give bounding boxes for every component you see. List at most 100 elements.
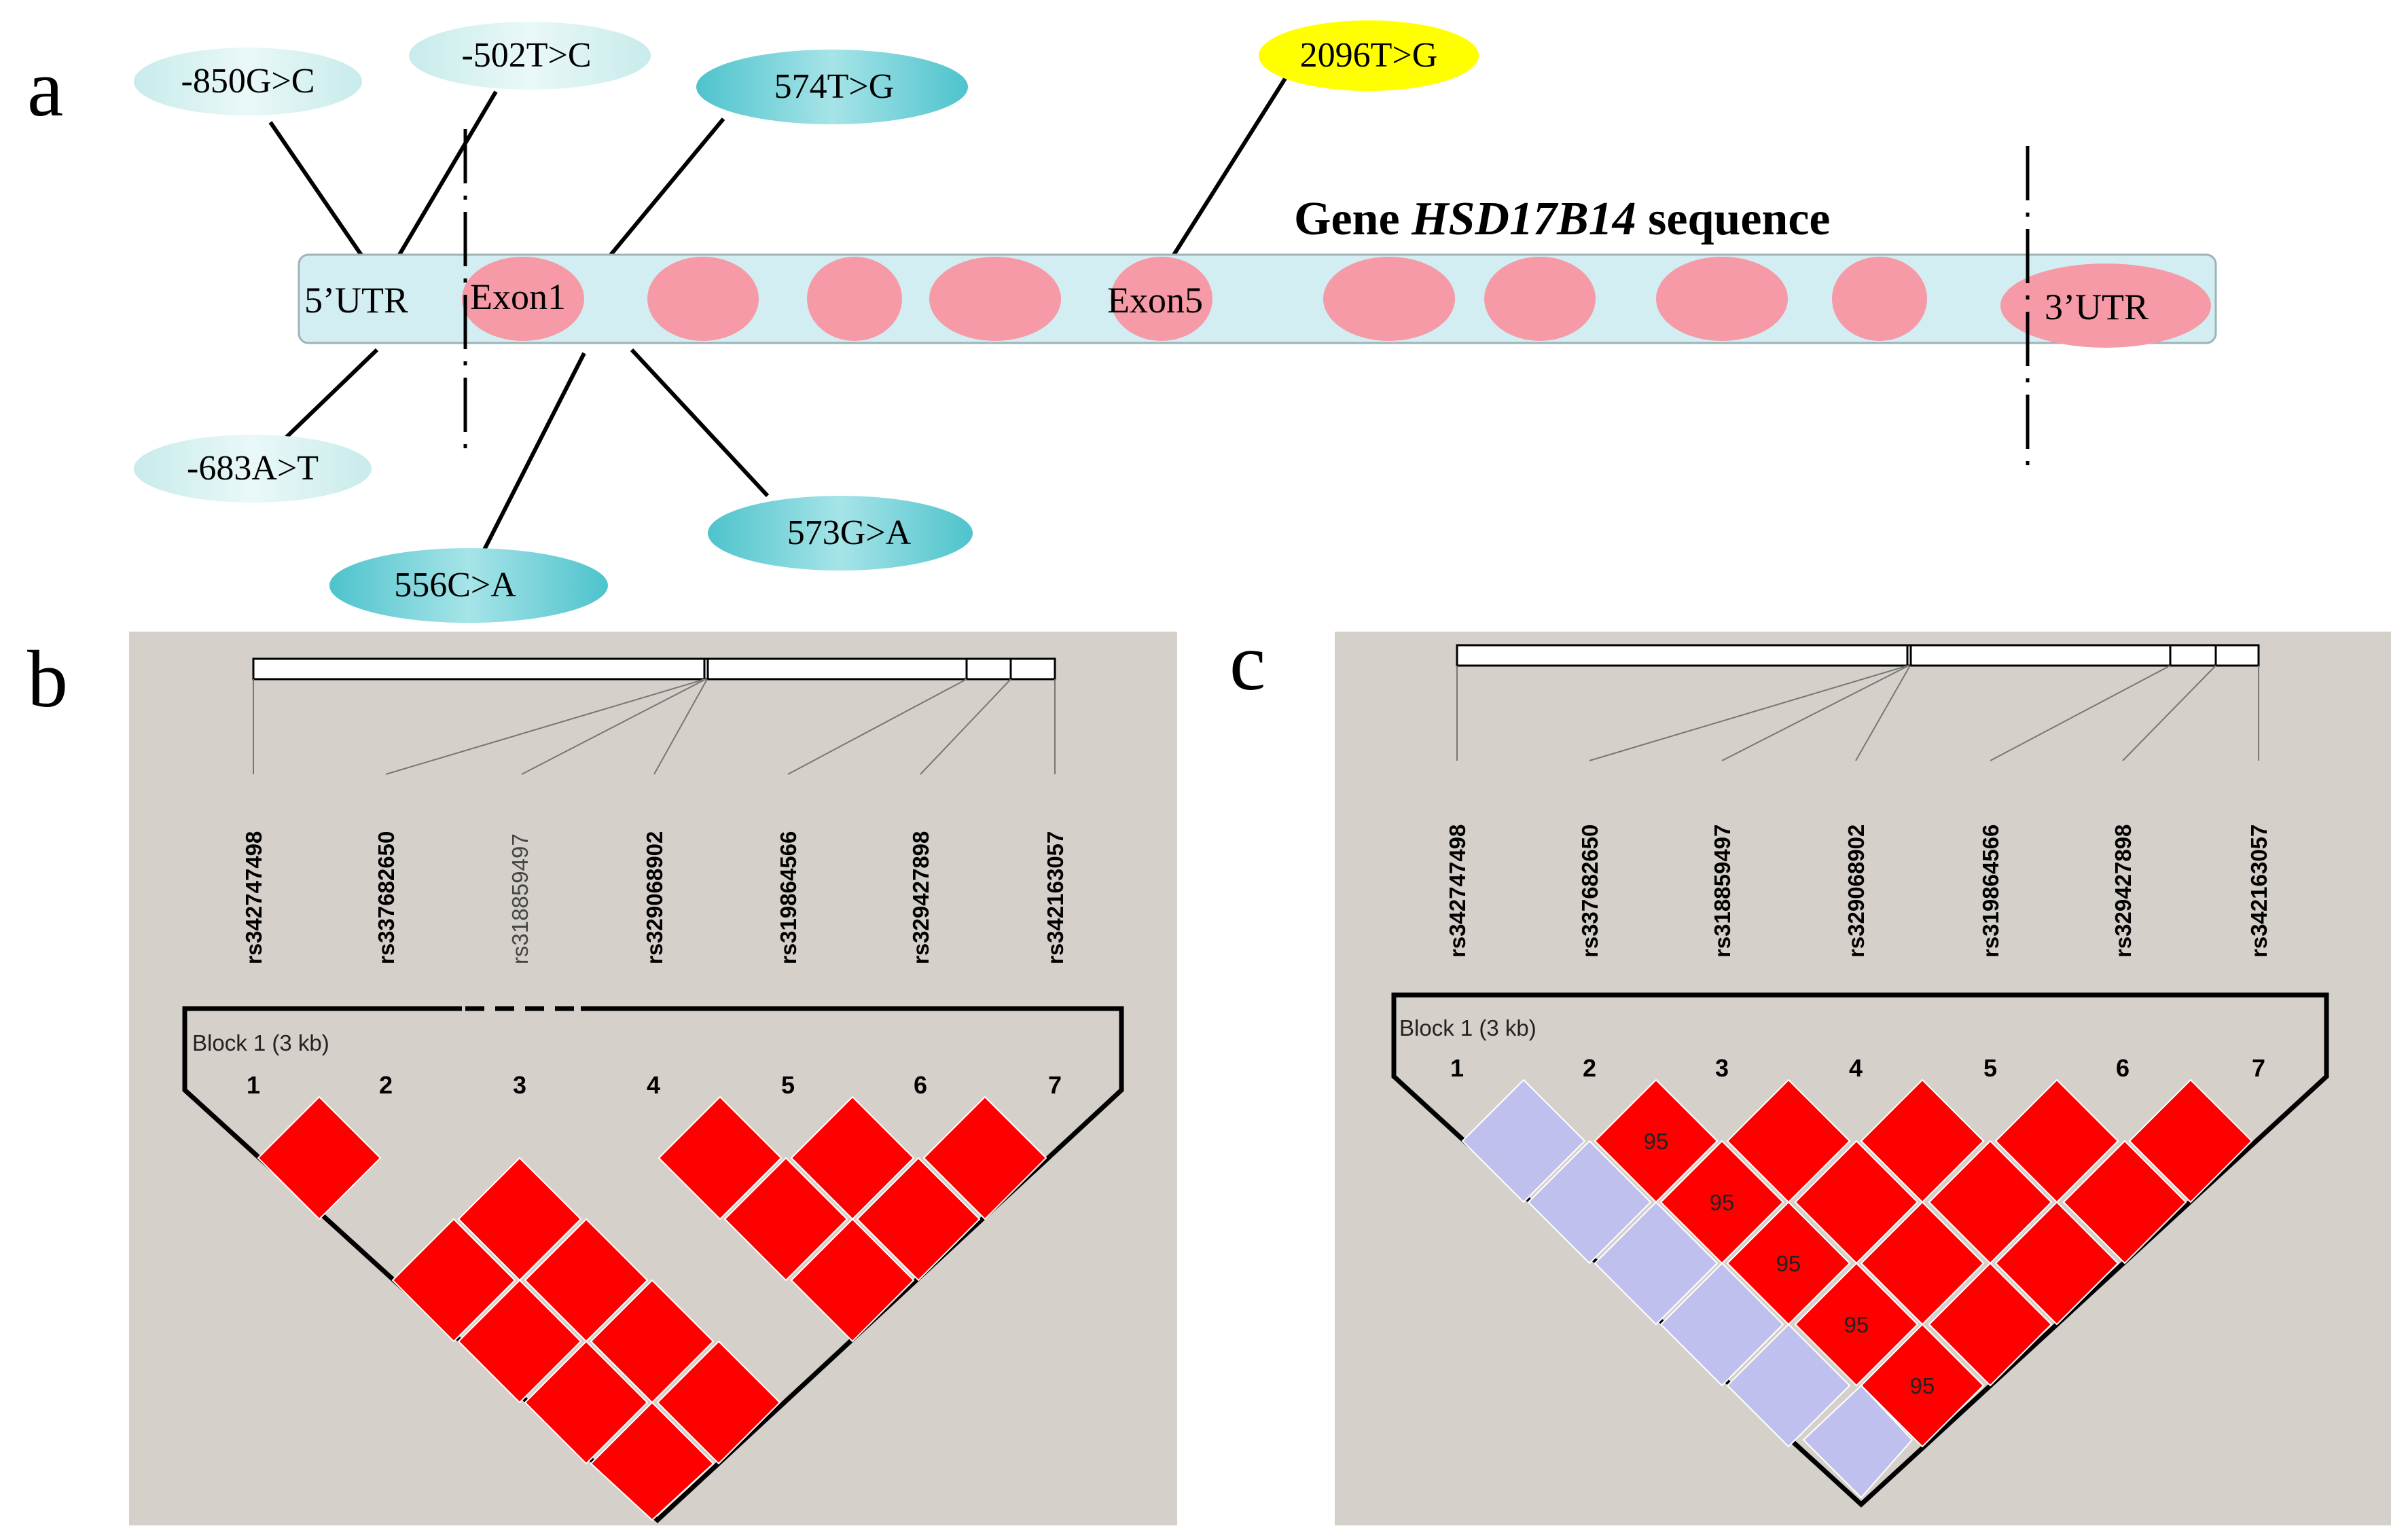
utr3-region: [2000, 264, 2211, 348]
snp-connector-lines: [268, 63, 1296, 562]
panel-label-a: a: [27, 43, 63, 133]
ld-c-high-cells: [1594, 1079, 2253, 1448]
ld-c-snp-2: rs337682650: [1577, 825, 1602, 958]
variant-683AT: [134, 435, 372, 503]
ld-b-cell-2-7: [656, 1340, 781, 1465]
ld-b-index-6: 6: [914, 1071, 927, 1099]
gene-title: Gene HSD17B14 sequence: [1294, 193, 1830, 245]
exon-1: [462, 257, 584, 341]
exons: [462, 257, 2211, 348]
ld-c-cell-1-5: [1659, 1262, 1784, 1387]
exon-3: [807, 257, 902, 341]
ld-c-snp-7: rs342163057: [2246, 825, 2271, 958]
ld-c-value-2-7: 95: [1910, 1373, 1935, 1398]
ld-b-cell-5-7: [856, 1157, 981, 1282]
ld-c-snp-6: rs329427898: [2110, 825, 2136, 958]
ld-c-index-1: 1: [1450, 1054, 1464, 1082]
gene-bar: [298, 253, 2217, 344]
ld-c-snp-5: rs319864566: [1978, 825, 2003, 958]
exon-7: [1484, 257, 1596, 341]
ld-c-low-cells: [1461, 1079, 1913, 1499]
ld-c-index-5: 5: [1983, 1054, 1997, 1082]
ld-b-block-label: Block 1 (3 kb): [192, 1030, 329, 1055]
ld-c-value-2-6: 95: [1844, 1312, 1869, 1337]
variant-label-574TG: 574T>G: [774, 67, 895, 106]
ld-c-cell-4-7: [1994, 1201, 2119, 1326]
ld-c-cell-1-3: [1527, 1140, 1652, 1265]
ld-c-cell-2-6: [1794, 1262, 1919, 1387]
ld-c-index-4: 4: [1849, 1054, 1863, 1082]
ld-c-value-2-5: 95: [1776, 1251, 1801, 1276]
ld-c-map: [1456, 644, 2260, 761]
ld-b-cell-1-7: [590, 1401, 715, 1521]
exon1-label: Exon1: [470, 276, 566, 317]
ld-c-cell-2-3: [1594, 1079, 1719, 1203]
ld-b-block-outline: [182, 1006, 1124, 1523]
ld-b-map: [252, 657, 1056, 775]
ld-b-cell-1-5: [457, 1279, 582, 1404]
ld-b-cell-1-6: [524, 1340, 649, 1465]
ld-c-cell-6-7: [2128, 1079, 2253, 1203]
ld-c-index-2: 2: [1583, 1054, 1596, 1082]
ld-b-cells: [257, 1096, 1047, 1521]
ld-b-snp-1: rs342747498: [241, 831, 266, 964]
ld-b-index-2: 2: [379, 1071, 393, 1099]
ld-c-cell-2-4: [1659, 1140, 1784, 1265]
ld-b-index-5: 5: [781, 1071, 795, 1099]
ld-c-cell-1-4: [1594, 1201, 1719, 1326]
variant-850GC: [134, 48, 362, 115]
panel-label-c: c: [1229, 617, 1265, 707]
variant-574TG: [696, 50, 968, 124]
ld-b-cell-4-5: [658, 1096, 783, 1220]
ld-b-cell-6-7: [922, 1096, 1047, 1220]
ld-c-cell-2-5: [1726, 1201, 1851, 1326]
variant-label-573GA: 573G>A: [787, 513, 912, 552]
variant-label-683AT: -683A>T: [187, 449, 319, 488]
ld-c-snp-1: rs342747498: [1445, 825, 1470, 958]
exon-5: [1111, 257, 1212, 341]
ld-c-cell-1-6: [1726, 1323, 1851, 1448]
variant-2096TG: [1259, 20, 1479, 91]
ld-c-snp-names: rs342747498 rs337682650 rs318859497 rs32…: [1445, 825, 2271, 958]
ld-c-cell-5-7: [2062, 1140, 2187, 1265]
exon-9: [1832, 257, 1927, 341]
variant-573GA: [708, 496, 973, 571]
ld-c-values: 95 95 95 95 95: [1644, 1129, 1935, 1398]
ld-b-snp-6: rs329427898: [908, 831, 933, 964]
ld-b-index-7: 7: [1048, 1071, 1062, 1099]
utr-boundaries: [463, 129, 2030, 465]
ld-b-indices: 1 2 3 4 5 6 7: [247, 1071, 1062, 1099]
ld-c-index-3: 3: [1715, 1054, 1729, 1082]
ld-c-value-2-3: 95: [1644, 1129, 1669, 1154]
ld-b-snp-2: rs337682650: [374, 831, 399, 964]
ld-c-cell-2-7: [1860, 1323, 1985, 1448]
exon-2: [647, 257, 759, 341]
variant-label-850GC: -850G>C: [181, 62, 315, 101]
ld-b-snp-names: rs342747498 rs337682650 rs318859497 rs32…: [241, 831, 1068, 964]
ld-b-cell-1-4: [391, 1218, 516, 1343]
utr5-label: 5’UTR: [304, 280, 408, 321]
variant-label-502TC: -502T>C: [461, 36, 591, 75]
ld-b-cell-4-7: [790, 1218, 915, 1343]
ld-c-index-7: 7: [2252, 1054, 2265, 1082]
variant-label-556CA: 556C>A: [394, 566, 516, 604]
ld-c-block-label: Block 1 (3 kb): [1399, 1015, 1537, 1040]
ld-b-index-1: 1: [247, 1071, 260, 1099]
ld-b-snp-7: rs342163057: [1043, 831, 1068, 964]
variant-label-2096TG: 2096T>G: [1300, 36, 1438, 75]
exon-6: [1323, 257, 1455, 341]
ld-b-cell-4-6: [723, 1157, 848, 1282]
exon-8: [1656, 257, 1788, 341]
ld-c-snp-3: rs318859497: [1710, 825, 1735, 958]
ld-c-indices: 1 2 3 4 5 6 7: [1450, 1054, 2265, 1082]
ld-c-block-outline: [1391, 992, 2329, 1508]
ld-c-snp-4: rs329068902: [1844, 825, 1869, 958]
ld-c-cell-3-7: [1928, 1262, 2053, 1387]
ld-c-cell-1-2: [1461, 1079, 1586, 1203]
variant-556CA: [329, 548, 608, 623]
exon-4: [929, 257, 1061, 341]
ld-b-index-4: 4: [647, 1071, 660, 1099]
utr3-label: 3’UTR: [2045, 287, 2149, 327]
panel-label-b: b: [27, 634, 68, 724]
